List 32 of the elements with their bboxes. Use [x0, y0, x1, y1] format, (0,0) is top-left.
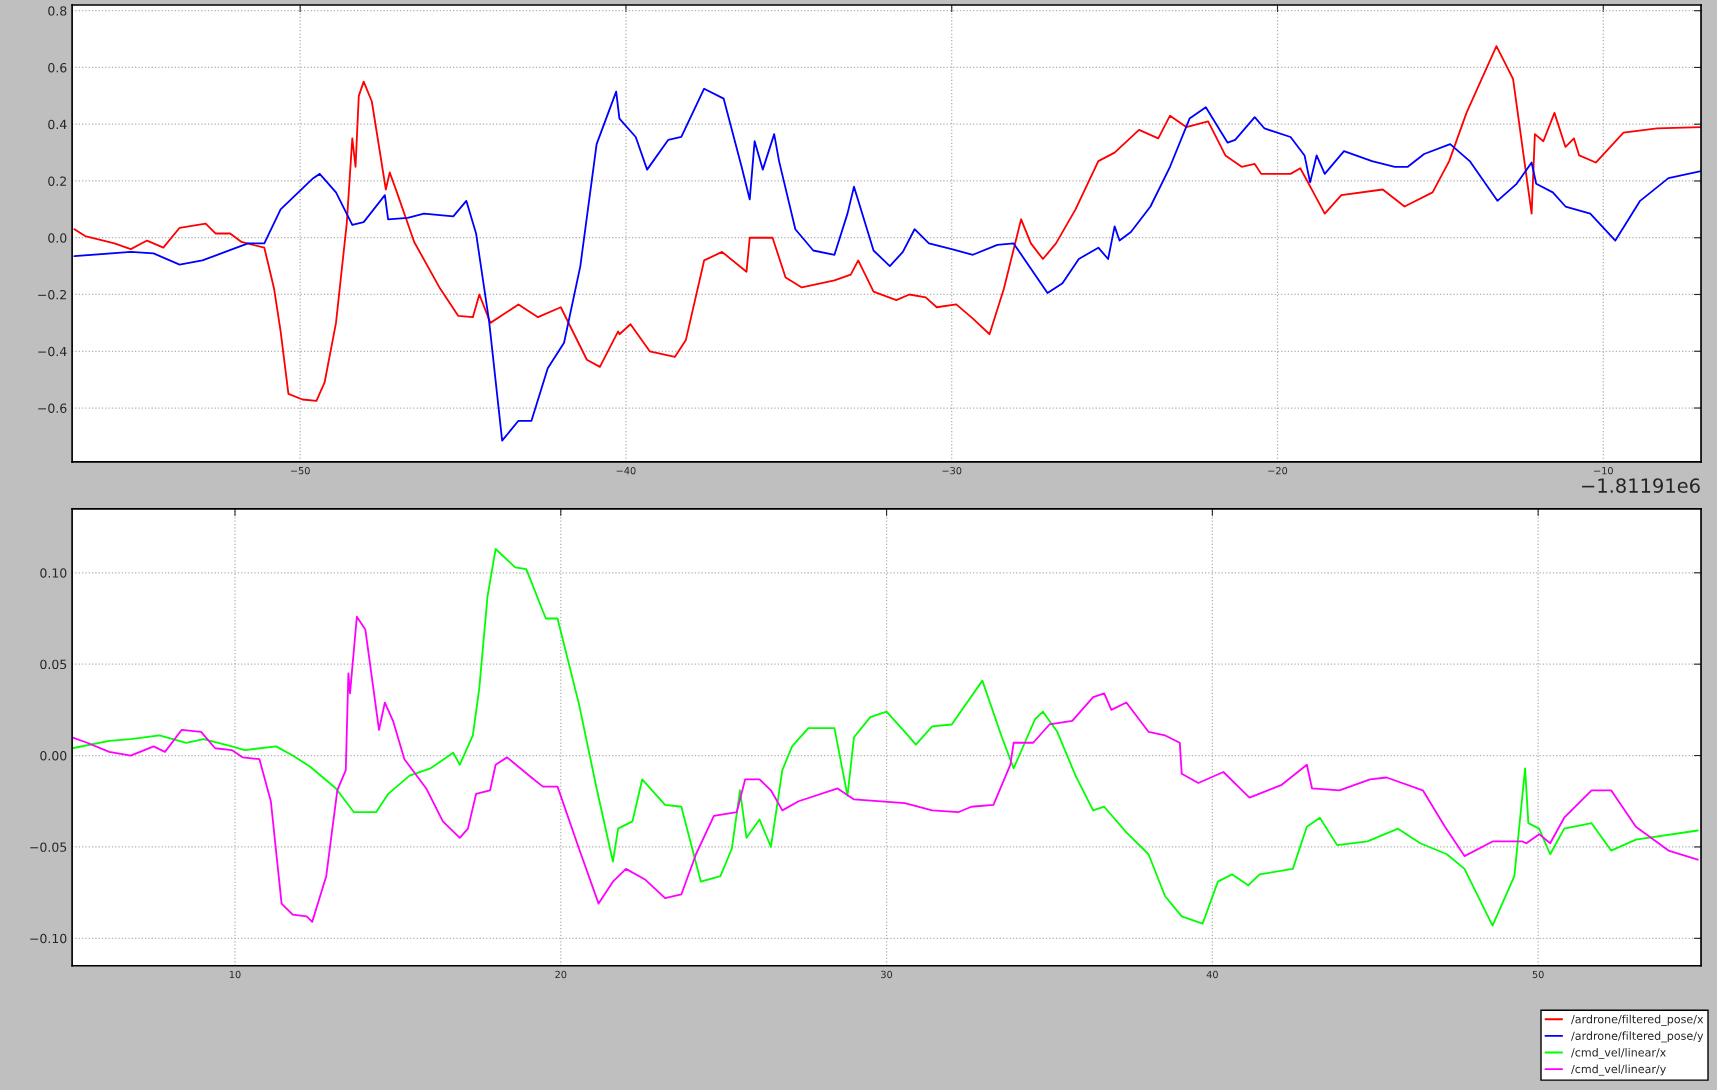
y-tick-label: 0.05 — [40, 659, 67, 670]
legend-label: /ardrone/filtered_pose/y — [1571, 1031, 1704, 1043]
legend-label: /cmd_vel/linear/y — [1571, 1064, 1666, 1076]
y-tick-label: 0.2 — [48, 176, 66, 186]
y-tick-label: 0.0 — [48, 233, 67, 243]
y-tick-label: 0.6 — [48, 62, 67, 73]
line-series — [72, 615, 1699, 923]
y-tick-label: 0.8 — [48, 6, 67, 16]
text: −1.81191e6 — [1582, 478, 1700, 493]
line-series — [72, 548, 1699, 927]
x-tick-label: 50 — [1532, 970, 1544, 979]
x-tick-label: 40 — [1206, 970, 1218, 979]
legend-label: /cmd_vel/linear/x — [1571, 1047, 1666, 1060]
x-tick-label: −20 — [1268, 466, 1288, 475]
y-tick-label: −0.10 — [30, 933, 67, 944]
x-tick-label: 20 — [555, 970, 567, 979]
x-tick-label: −40 — [616, 466, 636, 475]
y-tick-label: −0.6 — [38, 403, 67, 413]
x-tick-label: −50 — [290, 466, 310, 475]
legend-label: /ardrone/filtered_pose/x — [1571, 1014, 1704, 1026]
y-tick-label: −0.4 — [38, 346, 67, 357]
x-tick-label: −30 — [942, 466, 962, 475]
x-tick-label: −10 — [1594, 466, 1613, 475]
y-tick-label: −0.2 — [38, 289, 66, 300]
y-tick-label: 0.00 — [40, 751, 67, 761]
y-tick-label: 0.4 — [48, 119, 67, 130]
y-tick-label: −0.05 — [30, 842, 67, 852]
x-tick-label: 30 — [881, 970, 893, 979]
x-tick-label: 10 — [229, 970, 241, 979]
line-series — [73, 45, 1702, 402]
y-tick-label: 0.10 — [40, 568, 67, 578]
line-series — [73, 87, 1702, 442]
